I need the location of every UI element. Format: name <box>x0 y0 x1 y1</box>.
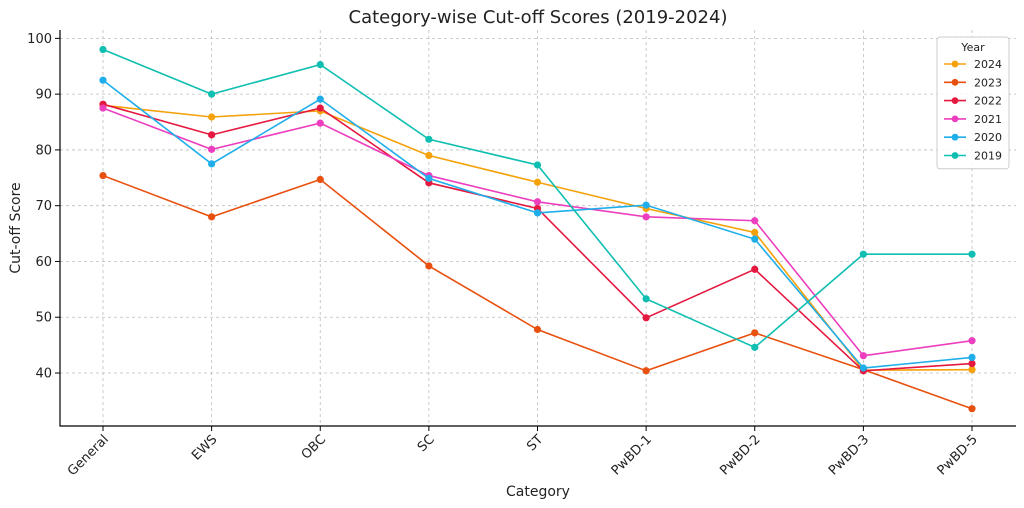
data-point <box>99 45 107 54</box>
legend-label: 2022 <box>974 95 1002 108</box>
data-point <box>533 209 542 217</box>
legend-marker <box>951 115 959 123</box>
data-point <box>642 213 650 221</box>
legend-entry-2022: 2022 <box>944 95 1002 108</box>
data-point <box>99 104 107 112</box>
legend-entry-2024: 2024 <box>944 58 1002 71</box>
data-point <box>642 295 650 303</box>
x-tick-label: PwBD-2 <box>717 432 763 478</box>
y-tick-label: 70 <box>35 199 52 214</box>
legend-marker <box>951 152 959 159</box>
legend-label: 2023 <box>974 76 1002 89</box>
x-tick-label: ST <box>524 432 546 454</box>
legend-marker <box>951 60 959 68</box>
data-point <box>859 250 867 258</box>
chart-title: Category-wise Cut-off Scores (2019-2024) <box>349 7 728 28</box>
axis-spines <box>59 30 1016 427</box>
legend-entry-2023: 2023 <box>944 76 1002 89</box>
legend-marker <box>951 133 959 141</box>
series-2022 <box>99 100 976 375</box>
y-tick-label: 50 <box>35 311 52 326</box>
y-tick-label: 80 <box>35 143 52 158</box>
data-point <box>316 95 324 103</box>
data-point <box>859 364 867 372</box>
legend-entry-2019: 2019 <box>944 150 1002 163</box>
data-point <box>208 113 216 121</box>
data-point <box>968 353 976 361</box>
data-point <box>968 405 976 413</box>
data-point <box>208 213 216 221</box>
legend-label: 2021 <box>974 113 1002 126</box>
data-point <box>425 262 433 270</box>
data-point <box>751 329 759 337</box>
data-point <box>968 359 976 368</box>
data-point <box>642 367 650 375</box>
series-2019 <box>99 45 976 351</box>
legend-label: 2019 <box>974 150 1002 163</box>
data-point <box>425 174 433 182</box>
data-point <box>533 178 542 186</box>
y-tick-label: 90 <box>35 88 52 103</box>
legend-entry-2021: 2021 <box>944 113 1002 126</box>
legend-marker <box>951 97 959 104</box>
data-point <box>751 235 759 243</box>
data-point <box>425 135 433 143</box>
data-point <box>99 76 107 84</box>
legend-label: 2024 <box>974 58 1002 71</box>
x-tick-label: PwBD-5 <box>935 432 981 478</box>
legend-label: 2020 <box>974 131 1002 144</box>
data-point <box>751 228 759 237</box>
data-point <box>968 250 976 258</box>
x-tick-label: PwBD-1 <box>609 432 655 478</box>
y-tick-label: 100 <box>27 32 52 47</box>
data-point <box>533 325 542 334</box>
x-axis-label: Category <box>506 484 570 500</box>
data-point <box>208 131 216 139</box>
data-point <box>208 145 216 153</box>
x-tick-label: PwBD-3 <box>826 432 872 478</box>
data-point <box>751 217 759 225</box>
data-point <box>425 151 433 160</box>
series-group <box>99 45 976 413</box>
series-2021 <box>99 104 976 360</box>
data-point <box>316 175 324 184</box>
data-point <box>208 160 216 168</box>
data-point <box>859 352 867 360</box>
data-point <box>751 265 759 273</box>
x-tick-label: SC <box>415 432 438 455</box>
data-point <box>208 90 216 98</box>
data-point <box>316 104 324 112</box>
x-tick-label: General <box>65 432 112 479</box>
y-tick-label: 60 <box>35 255 52 270</box>
data-point <box>968 366 976 374</box>
data-point <box>642 201 650 209</box>
x-tick-label: EWS <box>189 432 220 463</box>
data-point <box>316 60 324 69</box>
legend-title: Year <box>960 41 985 54</box>
y-tick-label: 40 <box>35 367 52 382</box>
data-point <box>533 198 542 206</box>
legend-marker <box>951 78 959 86</box>
y-axis-label: Cut-off Score <box>8 182 24 273</box>
data-point <box>316 119 324 127</box>
data-point <box>99 171 107 180</box>
data-point <box>968 337 976 345</box>
legend: Year 2024 2023 2022 2021 2020 2019 <box>936 36 1010 170</box>
series-2020 <box>99 76 976 372</box>
data-point <box>642 314 650 322</box>
legend-entry-2020: 2020 <box>944 131 1002 144</box>
data-point <box>751 343 759 351</box>
data-point <box>533 161 542 169</box>
x-tick-label: OBC <box>299 432 329 462</box>
